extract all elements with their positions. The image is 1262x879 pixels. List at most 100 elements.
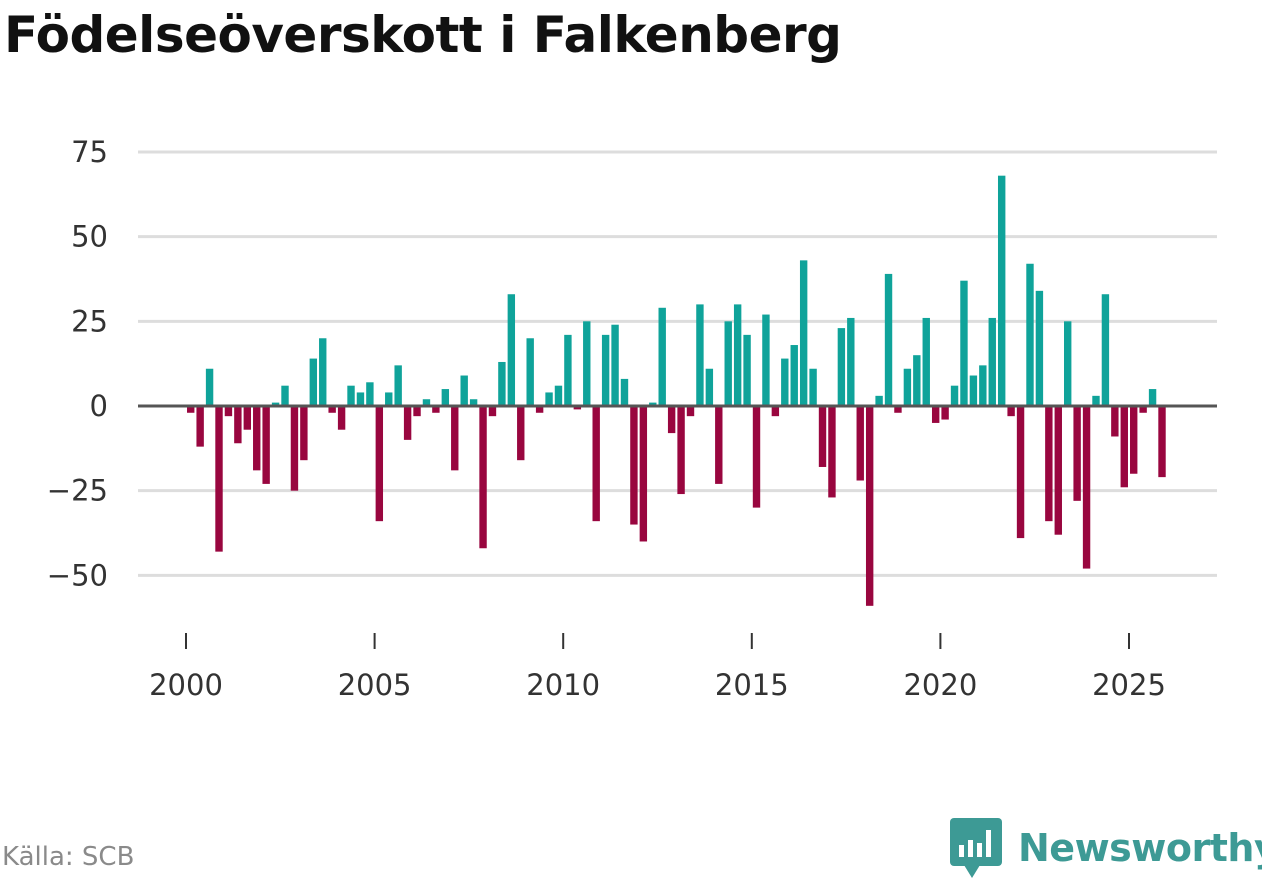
bar xyxy=(328,406,336,413)
x-tick-label: 2025 xyxy=(1092,668,1166,702)
x-tick-label: 2020 xyxy=(903,668,977,702)
bar xyxy=(828,406,836,498)
y-tick-label: −25 xyxy=(47,474,108,508)
x-tick-label: 2000 xyxy=(149,668,223,702)
bar xyxy=(394,365,402,406)
y-tick-label: 50 xyxy=(71,220,108,254)
bar xyxy=(366,382,374,406)
bar xyxy=(205,368,214,406)
bar xyxy=(705,368,714,406)
x-tick-label: 2010 xyxy=(526,668,600,702)
bar xyxy=(1092,395,1100,406)
bar xyxy=(997,175,1006,406)
bar xyxy=(460,375,468,406)
bar xyxy=(894,406,902,413)
bar xyxy=(1082,406,1091,569)
bar xyxy=(187,406,195,413)
bar xyxy=(884,273,893,406)
x-tick-label: 2015 xyxy=(715,668,789,702)
bar xyxy=(809,368,817,406)
y-tick-label: 25 xyxy=(71,304,108,338)
bar xyxy=(677,406,685,495)
bar xyxy=(451,406,459,471)
bar xyxy=(300,406,308,461)
bar xyxy=(554,385,563,406)
bar xyxy=(234,406,242,444)
bar xyxy=(771,406,780,417)
bar xyxy=(630,406,638,525)
bar xyxy=(979,365,987,406)
bar xyxy=(196,406,204,447)
bar xyxy=(385,392,393,406)
bar xyxy=(865,406,874,606)
bar xyxy=(781,358,789,406)
chart-title: Födelseöverskott i Falkenberg xyxy=(4,6,842,64)
bar xyxy=(271,402,280,406)
bar xyxy=(837,328,846,406)
bar xyxy=(649,402,657,406)
bar xyxy=(601,334,610,406)
axes: −50 −25 0 25 50 75 2000 2005 2010 2015 2020 2025 xyxy=(47,135,1217,702)
bar xyxy=(667,406,676,434)
bar xyxy=(969,375,978,406)
bar xyxy=(564,334,572,406)
bar xyxy=(752,406,761,508)
bar xyxy=(1111,406,1119,437)
bar xyxy=(818,406,827,467)
bar xyxy=(488,406,497,417)
bar xyxy=(1148,389,1157,406)
bar xyxy=(535,406,544,413)
bar xyxy=(913,355,921,406)
bar xyxy=(215,406,223,552)
bar xyxy=(243,406,251,430)
bar xyxy=(1016,406,1025,539)
bar xyxy=(960,280,968,406)
bar xyxy=(1064,321,1072,406)
bar xyxy=(733,304,742,406)
bar xyxy=(1035,290,1044,406)
bar xyxy=(658,307,666,406)
bar xyxy=(253,406,261,471)
brand-logo: Newsworthy xyxy=(950,818,1262,878)
bar xyxy=(988,317,996,406)
bar xyxy=(517,406,525,461)
newsworthy-logo-icon xyxy=(950,818,1002,878)
bar xyxy=(309,358,318,406)
bar xyxy=(498,361,506,406)
bar xyxy=(337,406,346,430)
bar xyxy=(790,345,798,406)
bar xyxy=(715,406,723,484)
bar xyxy=(1158,406,1166,478)
bar xyxy=(696,304,704,406)
bar xyxy=(762,314,770,406)
bar xyxy=(1045,406,1053,522)
bar xyxy=(931,406,940,423)
bar xyxy=(224,406,233,417)
bar xyxy=(319,338,327,406)
bar xyxy=(422,399,431,406)
bar xyxy=(620,378,629,406)
bar xyxy=(347,385,355,406)
bar xyxy=(1007,406,1015,417)
bar xyxy=(507,294,516,406)
bar xyxy=(413,406,421,417)
bar xyxy=(1139,406,1147,413)
brand-name: Newsworthy xyxy=(1018,826,1262,870)
y-tick-label: 75 xyxy=(71,135,108,169)
bar xyxy=(875,395,883,406)
bar xyxy=(743,334,751,406)
bar xyxy=(262,406,270,484)
bar xyxy=(1026,263,1034,406)
bar xyxy=(1120,406,1128,488)
bar xyxy=(1054,406,1062,535)
bar xyxy=(799,260,808,406)
bar xyxy=(356,392,365,406)
bar xyxy=(403,406,412,440)
bar xyxy=(950,385,959,406)
bar xyxy=(592,406,600,522)
bar xyxy=(903,368,912,406)
bar xyxy=(441,389,450,406)
bar xyxy=(856,406,864,481)
bar xyxy=(1073,406,1081,501)
